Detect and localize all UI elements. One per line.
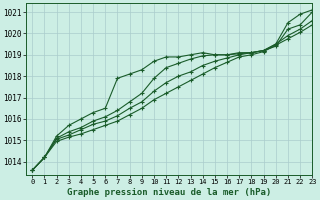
X-axis label: Graphe pression niveau de la mer (hPa): Graphe pression niveau de la mer (hPa) <box>67 188 271 197</box>
